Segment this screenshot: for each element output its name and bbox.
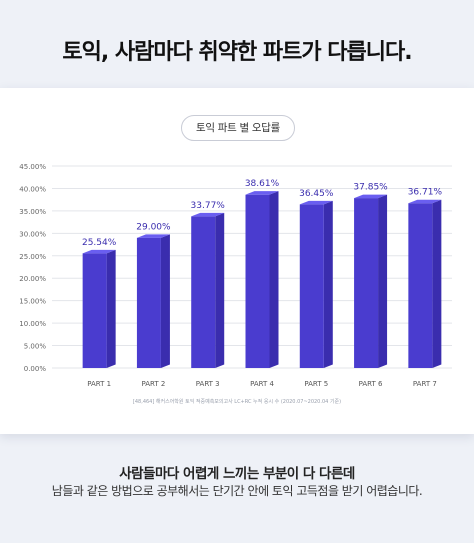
- bar-top: [82, 249, 116, 254]
- y-tick-label: 0.00%: [24, 365, 47, 373]
- data-label: 36.71%: [408, 188, 443, 198]
- y-tick-label: 25.00%: [19, 253, 46, 261]
- x-tick-label: PART 6: [359, 380, 383, 388]
- data-label: 33.77%: [191, 201, 226, 211]
- y-tick-label: 30.00%: [19, 230, 46, 238]
- bar-side: [160, 234, 170, 368]
- page-headline: 토익, 사람마다 취약한 파트가 다릅니다.: [62, 40, 412, 65]
- y-tick-label: 20.00%: [19, 275, 46, 283]
- bar-top: [354, 194, 388, 199]
- bar-side: [378, 194, 388, 368]
- data-label: 25.54%: [82, 238, 117, 248]
- bar-side: [106, 249, 116, 368]
- y-tick-label: 45.00%: [19, 163, 46, 171]
- y-tick-label: 35.00%: [19, 208, 46, 216]
- bar: [354, 198, 379, 368]
- footer-title: 사람들마다 어렵게 느끼는 부분이 다 다른데: [119, 466, 355, 482]
- x-tick-label: PART 4: [250, 380, 274, 388]
- footer-subtitle: 남들과 같은 방법으로 공부해서는 단기간 안에 토익 고득점을 받기 어렵습니…: [51, 484, 423, 498]
- y-tick-label: 5.00%: [24, 343, 47, 351]
- data-label: 37.85%: [353, 183, 388, 193]
- y-tick-label: 10.00%: [19, 320, 46, 328]
- bar: [82, 253, 107, 368]
- bar-layer: [82, 191, 442, 368]
- x-tick-label: PART 2: [141, 380, 165, 388]
- bar-top: [191, 212, 225, 217]
- bar: [245, 194, 270, 368]
- x-tick-label: PART 3: [196, 380, 220, 388]
- bar: [191, 216, 216, 368]
- bar-side: [432, 199, 442, 368]
- bar-side: [323, 200, 333, 368]
- bar-top: [245, 191, 279, 195]
- source-note: [48,464] 해커스어학원 토익 적중예측모의고사 LC+RC 누적 응시 …: [132, 399, 342, 405]
- bar-top: [136, 234, 170, 238]
- data-label: 36.45%: [299, 189, 334, 199]
- bar: [136, 237, 161, 368]
- x-tick-label: PART 7: [413, 380, 437, 388]
- x-tick-label: PART 5: [304, 380, 328, 388]
- x-tick-label: PART 1: [87, 380, 111, 388]
- y-tick-label: 40.00%: [19, 185, 46, 193]
- bar-side: [269, 191, 279, 368]
- bar: [408, 203, 433, 368]
- bar-top: [299, 200, 333, 205]
- y-tick-label: 15.00%: [19, 298, 46, 306]
- bar-chart: 0.00% 5.00% 10.00% 15.00% 20.00% 25.00% 30.00%…: [19, 163, 452, 388]
- data-label: 38.61%: [245, 179, 280, 189]
- chart-card: [0, 88, 474, 434]
- label-layer: 0.00% 5.00% 10.00% 15.00% 20.00% 25.00% 30.00%…: [19, 163, 442, 388]
- bar-side: [215, 212, 225, 368]
- chart-title-pill: 토익 파트 별 오답률: [181, 115, 295, 141]
- bar: [299, 204, 324, 368]
- bar-top: [408, 199, 442, 204]
- data-label: 29.00%: [136, 222, 171, 232]
